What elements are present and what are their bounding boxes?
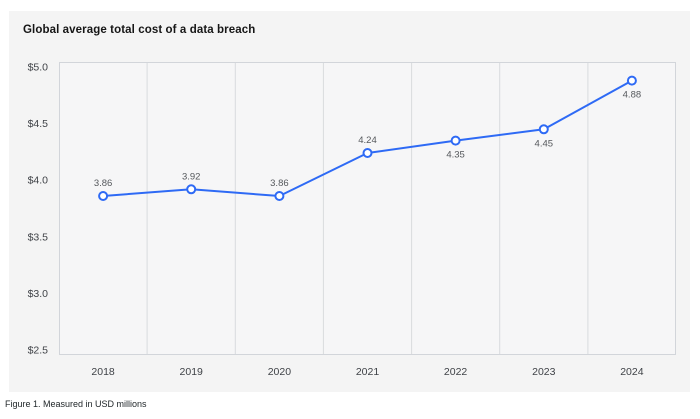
data-point-2023[interactable] xyxy=(538,124,549,135)
data-point-2019[interactable] xyxy=(186,184,197,195)
chart-canvas: $2.5 $3.0 $3.5 $4.0 $4.5 $5.0 2018 2019 2020 2021… xyxy=(28,62,676,378)
data-point-label: 4.24 xyxy=(358,135,377,146)
figure-caption: Figure 1. Measured in USD millions xyxy=(5,399,147,409)
x-tick-label: 2023 xyxy=(532,366,556,378)
x-tick-label: 2022 xyxy=(444,366,468,378)
y-tick-label: $4.5 xyxy=(28,118,49,130)
data-point-label: 3.86 xyxy=(270,178,289,189)
data-point-2022[interactable] xyxy=(450,135,461,146)
data-point-2018[interactable] xyxy=(98,191,109,201)
data-point-label: 4.35 xyxy=(446,150,465,161)
chart-panel: $2.5 $3.0 $3.5 $4.0 $4.5 $5.0 2018 2019 2020 2021… xyxy=(9,11,690,392)
y-tick-label: $3.0 xyxy=(28,288,49,300)
data-point-label: 3.86 xyxy=(94,178,113,189)
y-tick-label: $5.0 xyxy=(28,62,49,74)
chart-title: Global average total cost of a data brea… xyxy=(23,24,256,36)
data-point-2021[interactable] xyxy=(362,148,373,158)
x-tick-label: 2024 xyxy=(620,366,644,378)
x-tick-label: 2020 xyxy=(268,366,292,378)
data-point-label: 4.88 xyxy=(623,90,642,101)
data-point-label: 3.92 xyxy=(182,171,201,182)
plot-background xyxy=(59,62,676,355)
data-point-label: 4.45 xyxy=(535,138,554,149)
data-point-2020[interactable] xyxy=(274,191,285,201)
x-tick-label: 2018 xyxy=(91,366,115,378)
y-tick-label: $3.5 xyxy=(28,231,49,243)
data-point-2024[interactable] xyxy=(626,75,637,86)
y-tick-label: $4.0 xyxy=(28,175,49,187)
x-tick-label: 2021 xyxy=(356,366,380,378)
y-tick-label: $2.5 xyxy=(28,345,49,357)
x-tick-label: 2019 xyxy=(180,366,204,378)
line-chart: $2.5 $3.0 $3.5 $4.0 $4.5 $5.0 2018 2019 2020 2021… xyxy=(9,11,690,392)
plot-border xyxy=(59,62,676,355)
